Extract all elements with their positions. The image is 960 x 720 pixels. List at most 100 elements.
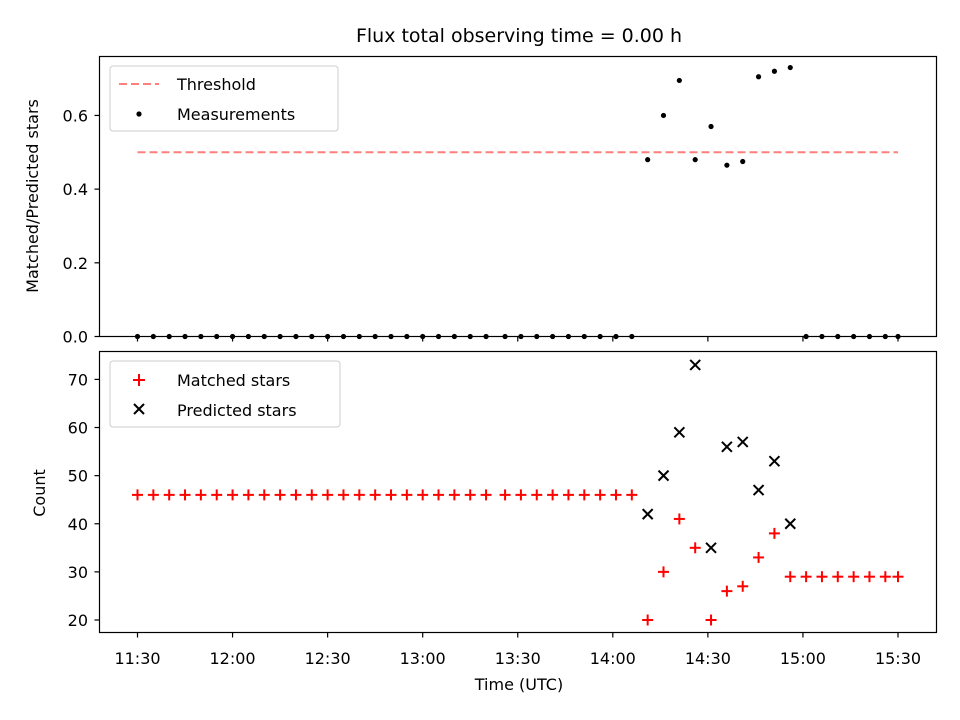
predicted-point — [768, 455, 781, 467]
bottom-y-tick-label: 40 — [68, 515, 88, 534]
measurement-point — [134, 333, 141, 340]
matched-point — [401, 489, 413, 501]
matched-point — [689, 542, 701, 554]
matched-point — [610, 489, 622, 501]
x-tick-label: 14:00 — [590, 649, 636, 668]
measurement-point — [198, 333, 204, 340]
matched-point — [147, 489, 159, 501]
measurement-point — [518, 333, 524, 340]
bottom-y-tick-label: 30 — [68, 563, 88, 582]
matched-point — [132, 489, 143, 501]
x-tick-label: 13:00 — [400, 649, 446, 668]
measurement-point — [372, 333, 378, 340]
matched-point — [163, 489, 175, 501]
matched-point — [433, 489, 445, 501]
matched-point — [721, 585, 733, 597]
threshold-legend-label: Threshold — [176, 75, 256, 94]
matched-point — [417, 489, 429, 501]
measurement-point — [356, 333, 362, 340]
bottom-y-tick-label: 20 — [68, 611, 88, 630]
predicted-point — [689, 359, 701, 371]
measurement-point — [435, 333, 442, 340]
measurement-point — [550, 333, 556, 340]
matched-point — [179, 489, 191, 501]
top-legend: Threshold Measurements — [109, 65, 339, 132]
predicted-point — [641, 508, 654, 520]
bottom-y-tick-label: 50 — [68, 467, 88, 486]
predicted-point — [752, 484, 765, 496]
measurement-point — [420, 333, 426, 340]
measurement-point — [483, 333, 489, 340]
predicted-point — [784, 518, 796, 530]
measurement-point — [214, 333, 220, 340]
top-y-axis-label: Matched/Predicted stars — [23, 99, 42, 293]
measurement-point — [835, 333, 841, 340]
measurement-point — [692, 157, 698, 163]
measurement-point — [787, 64, 793, 71]
x-tick-label: 11:30 — [114, 649, 160, 668]
measurement-point — [866, 333, 873, 340]
matched-point — [832, 571, 844, 583]
matched-point — [547, 489, 559, 501]
measurements-legend-label: Measurements — [177, 105, 295, 124]
measurement-point — [451, 333, 457, 340]
measurement-point — [724, 162, 730, 168]
measurement-point — [803, 333, 809, 340]
matched-point — [879, 571, 891, 583]
chart-title: Flux total observing time = 0.00 h — [356, 25, 682, 47]
predicted-point — [721, 441, 733, 453]
matched-point — [800, 571, 812, 583]
matched-point — [306, 489, 318, 501]
measurements-legend-swatch — [136, 111, 142, 117]
measurement-point — [613, 333, 619, 340]
measurement-point — [404, 333, 410, 340]
predicted-legend-label: Predicted stars — [177, 401, 297, 420]
predicted-legend-swatch — [133, 403, 145, 415]
measurement-point — [645, 157, 651, 163]
matched-point — [227, 489, 239, 501]
x-tick-label: 12:00 — [210, 649, 256, 668]
x-tick-label: 13:30 — [495, 649, 541, 668]
bottom-y-tick-label: 70 — [68, 370, 88, 389]
matched-point — [816, 571, 828, 583]
matched-point — [658, 566, 670, 578]
measurement-point — [534, 333, 540, 340]
matched-point — [242, 489, 254, 501]
measurement-point — [895, 333, 901, 340]
measurement-point — [676, 77, 682, 84]
measurement-point — [245, 333, 252, 340]
matched-point — [353, 489, 365, 501]
matched-point — [753, 551, 765, 563]
matched-point — [642, 614, 654, 626]
measurement-point — [502, 333, 508, 340]
matched-point — [369, 489, 381, 501]
measurement-point — [229, 333, 236, 340]
matched-point — [258, 489, 270, 501]
x-tick-label: 12:30 — [305, 649, 351, 668]
measurement-point — [581, 333, 587, 340]
measurement-point — [565, 333, 572, 340]
matched-point — [892, 571, 904, 583]
matched-point — [515, 489, 527, 501]
matched-point — [578, 489, 590, 501]
top-y-tick-label: 0.0 — [63, 328, 88, 347]
measurement-point — [166, 333, 172, 340]
measurement-point — [629, 333, 635, 340]
measurement-point — [340, 333, 347, 340]
measurement-point — [277, 333, 283, 340]
measurement-point — [597, 333, 603, 340]
predicted-point — [705, 542, 717, 554]
x-axis-label: Time (UTC) — [474, 675, 563, 694]
matched-legend-label: Matched stars — [177, 371, 290, 390]
x-tick-label: 15:30 — [875, 649, 921, 668]
top-y-tick-label: 0.6 — [63, 106, 88, 125]
matched-point — [673, 513, 685, 525]
matched-point — [464, 489, 476, 501]
measurement-point — [309, 333, 315, 340]
measurement-point — [467, 333, 473, 340]
top-y-tick-label: 0.2 — [63, 254, 88, 273]
matched-point — [195, 489, 207, 501]
measurement-point — [740, 158, 746, 165]
matched-point — [290, 489, 302, 501]
